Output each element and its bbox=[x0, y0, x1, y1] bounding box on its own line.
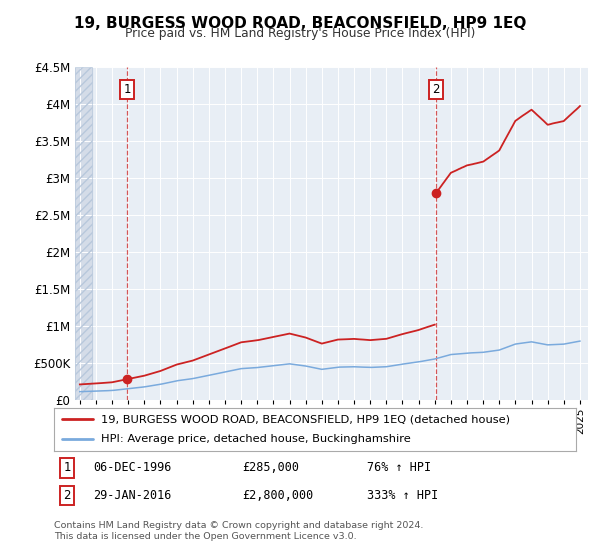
Text: 1: 1 bbox=[123, 83, 131, 96]
Text: £2,800,000: £2,800,000 bbox=[242, 489, 313, 502]
Text: 333% ↑ HPI: 333% ↑ HPI bbox=[367, 489, 439, 502]
Bar bbox=[75, 67, 92, 400]
Text: 1: 1 bbox=[64, 461, 71, 474]
Text: 2: 2 bbox=[432, 83, 440, 96]
Text: This data is licensed under the Open Government Licence v3.0.: This data is licensed under the Open Gov… bbox=[54, 532, 356, 541]
Text: Price paid vs. HM Land Registry's House Price Index (HPI): Price paid vs. HM Land Registry's House … bbox=[125, 27, 475, 40]
Text: 76% ↑ HPI: 76% ↑ HPI bbox=[367, 461, 431, 474]
Text: £285,000: £285,000 bbox=[242, 461, 299, 474]
Text: 19, BURGESS WOOD ROAD, BEACONSFIELD, HP9 1EQ: 19, BURGESS WOOD ROAD, BEACONSFIELD, HP9… bbox=[74, 16, 526, 31]
Text: 2: 2 bbox=[64, 489, 71, 502]
Text: HPI: Average price, detached house, Buckinghamshire: HPI: Average price, detached house, Buck… bbox=[101, 434, 411, 444]
Text: 06-DEC-1996: 06-DEC-1996 bbox=[93, 461, 172, 474]
Text: Contains HM Land Registry data © Crown copyright and database right 2024.: Contains HM Land Registry data © Crown c… bbox=[54, 521, 424, 530]
Bar bbox=[75, 67, 92, 400]
Text: 29-JAN-2016: 29-JAN-2016 bbox=[93, 489, 172, 502]
Text: 19, BURGESS WOOD ROAD, BEACONSFIELD, HP9 1EQ (detached house): 19, BURGESS WOOD ROAD, BEACONSFIELD, HP9… bbox=[101, 414, 510, 424]
